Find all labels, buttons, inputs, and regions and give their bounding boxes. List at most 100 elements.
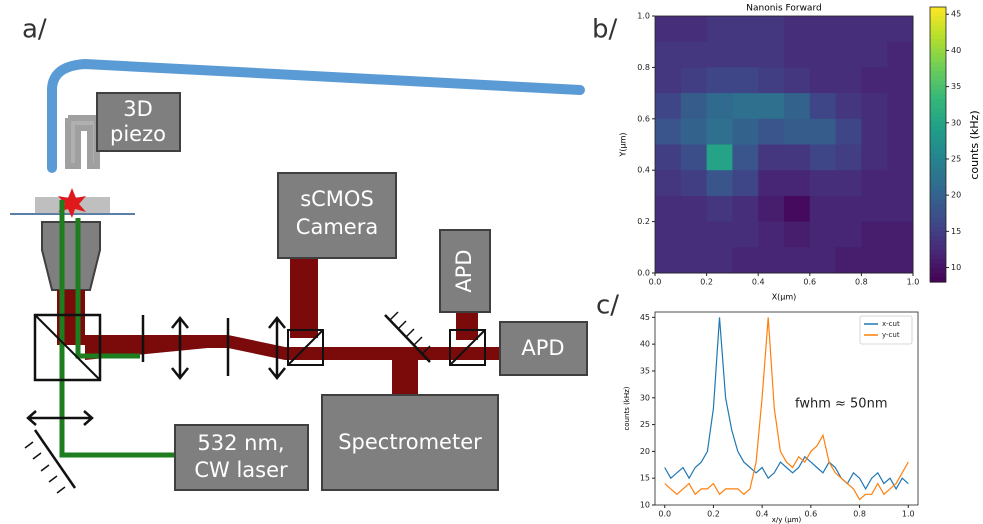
heatmap-cell — [758, 221, 785, 248]
heatmap-cell — [655, 221, 682, 248]
heatmap-cell — [680, 247, 708, 274]
heatmap-cell — [861, 41, 888, 68]
heatmap-cell — [784, 41, 811, 68]
colorbar-segment — [930, 25, 946, 31]
colorbar-segment — [930, 66, 946, 72]
x-tick-label: 0.6 — [803, 278, 816, 287]
y-tick-label: 0.4 — [637, 166, 650, 175]
colorbar-segment — [930, 153, 946, 159]
y-tick-label: 45 — [640, 313, 650, 322]
heatmap-cell — [809, 93, 837, 120]
heatmap-cell — [732, 170, 759, 197]
dichroic — [33, 313, 102, 382]
colorbar-tick-label: 45 — [951, 10, 961, 19]
colorbar-segment — [930, 7, 946, 13]
heatmap-cell — [680, 195, 708, 223]
heatmap-cell — [809, 16, 837, 43]
heatmap-cell — [758, 195, 785, 223]
box — [321, 394, 499, 491]
beamsplitter — [449, 329, 486, 366]
colorbar-segment — [930, 121, 946, 127]
x-tick-label: 1.0 — [907, 278, 920, 287]
heatmap-cell — [655, 16, 682, 43]
x-tick-label: 0.0 — [658, 510, 671, 519]
heatmap-cell — [655, 67, 682, 94]
heatmap-cell — [706, 41, 733, 68]
beam — [392, 355, 418, 397]
y-tick-label: 0.8 — [637, 63, 650, 72]
heatmap-cell — [680, 93, 708, 120]
colorbar-segment — [930, 222, 946, 228]
heatmap-cell — [758, 67, 785, 94]
node-label: APD — [452, 249, 476, 292]
heatmap-cell — [784, 221, 811, 248]
colorbar-label: counts (kHz) — [968, 110, 981, 179]
heatmap-cell — [887, 170, 914, 197]
heatmap-cell — [835, 118, 862, 145]
colorbar-segment — [930, 126, 946, 132]
emission — [58, 188, 86, 218]
colorbar-tick-label: 15 — [951, 227, 961, 236]
heatmap-cell — [861, 247, 888, 274]
colorbar-segment — [930, 84, 946, 91]
x-tick-label: 0.2 — [700, 278, 713, 287]
y-tick-label: 0.2 — [637, 217, 650, 226]
colorbar-tick-label: 30 — [951, 118, 961, 127]
x-tick-label: 0.2 — [707, 510, 720, 519]
colorbar-segment — [930, 277, 946, 283]
heatmap-cell — [835, 16, 862, 43]
colorbar-segment — [930, 103, 946, 109]
translation-arrow — [26, 410, 94, 426]
colorbar-segment — [930, 98, 946, 104]
heatmap-cell — [706, 221, 733, 248]
heatmap-cell — [758, 93, 785, 120]
heatmap-cell — [732, 16, 759, 43]
y-tick-label: 30 — [640, 393, 650, 402]
series-line — [664, 317, 909, 491]
heatmap-cell — [784, 16, 811, 43]
heatmap-cell — [732, 221, 759, 248]
colorbar-segment — [930, 89, 946, 95]
heatmap-cell — [680, 67, 708, 94]
heatmap-cell — [835, 67, 862, 94]
x-tick-label: 0.4 — [756, 510, 769, 519]
y-tick-label: 35 — [640, 366, 650, 375]
node-label: Spectrometer — [338, 430, 482, 454]
heatmap-cell — [655, 170, 682, 197]
beam — [456, 310, 478, 340]
colorbar-segment — [930, 34, 946, 40]
colorbar-segment — [930, 217, 946, 224]
colorbar-segment — [930, 194, 946, 201]
heatmap-cell — [861, 67, 888, 94]
colorbar-segment — [930, 57, 946, 63]
heatmap-cell — [835, 144, 862, 171]
colorbar-segment — [930, 107, 946, 114]
y-tick-label: 15 — [640, 474, 650, 483]
heatmap-cell — [680, 170, 708, 197]
heatmap-cell — [758, 144, 785, 171]
heatmap-cell — [861, 170, 888, 197]
node-label: CW laser — [194, 458, 288, 482]
objective — [41, 221, 101, 291]
colorbar-segment — [930, 135, 946, 141]
box — [499, 321, 588, 376]
colorbar-segment — [930, 20, 946, 26]
colorbar-segment — [930, 162, 946, 169]
dichroic — [34, 314, 101, 381]
heatmap-cell — [861, 221, 888, 248]
heatmap-cell — [655, 144, 682, 171]
heatmap-cell — [655, 195, 682, 223]
colorbar-segment — [930, 199, 946, 205]
colorbar-segment — [930, 112, 946, 118]
colorbar-segment — [930, 231, 946, 237]
colorbar-segment — [930, 117, 946, 123]
colorbar-segment — [930, 80, 946, 86]
node-label: 532 nm, — [197, 431, 284, 455]
box — [277, 172, 397, 259]
colorbar-segment — [930, 48, 946, 54]
heatmap-cell — [706, 118, 733, 145]
y-axis-label: Y(μm) — [619, 132, 628, 157]
heatmap-cell — [835, 221, 862, 248]
heatmap-cell — [809, 41, 837, 68]
y-tick-label: 10 — [640, 501, 650, 510]
